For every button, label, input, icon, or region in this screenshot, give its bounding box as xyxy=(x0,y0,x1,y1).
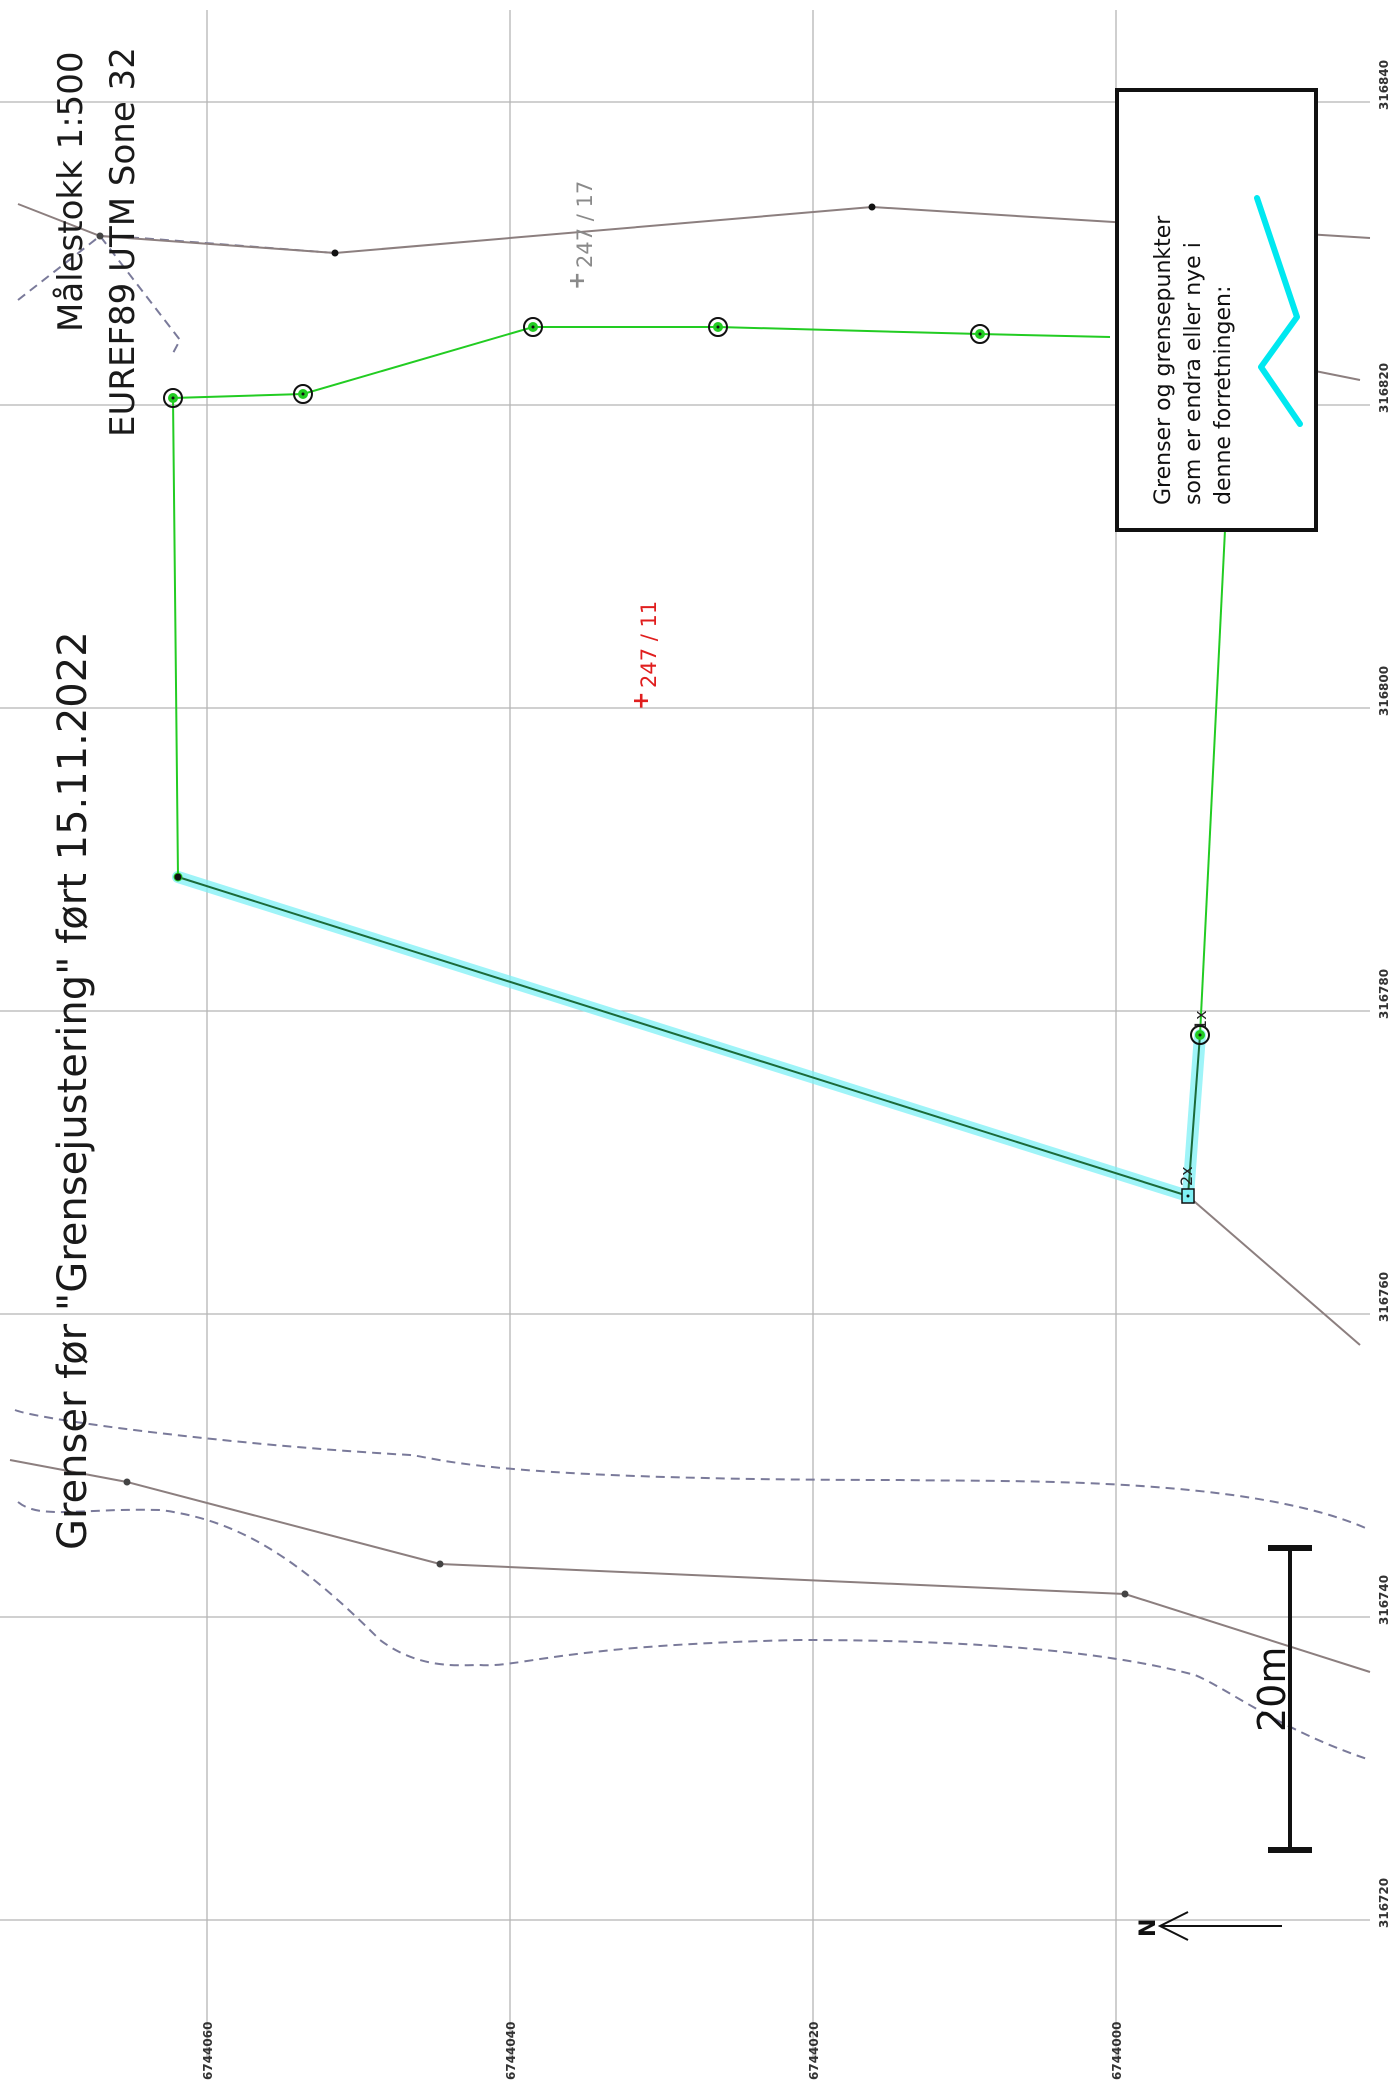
northing-label: 6744000 xyxy=(1110,2022,1124,2080)
boundary-point-1x[interactable] xyxy=(1190,1025,1210,1045)
northing-label: 6744040 xyxy=(504,2022,518,2080)
road-edge-left xyxy=(14,1409,1371,1531)
boundary-point-2x[interactable] xyxy=(1181,1188,1195,1204)
existing-point-dot[interactable] xyxy=(1121,1590,1129,1598)
grid-labels: 316840 316820 316800 316780 316760 31674… xyxy=(201,60,1391,2080)
crs-text: EUREF89 UTM Sone 32 xyxy=(103,47,143,437)
boundary-point-dot[interactable] xyxy=(173,872,183,882)
easting-label: 316720 xyxy=(1377,1878,1391,1928)
legend-line-1: Grenser og grensepunkter xyxy=(1151,215,1176,505)
parcel-number: 247 / 11 xyxy=(637,601,661,688)
existing-boundary-diag xyxy=(1187,1195,1361,1346)
legend-box xyxy=(1115,88,1318,532)
boundary-dashed-1 xyxy=(17,234,182,356)
scale-bar xyxy=(1268,1545,1312,1853)
boundary-point-marker[interactable] xyxy=(523,317,543,337)
easting-label: 316760 xyxy=(1377,1272,1391,1322)
legend-symbol-icon xyxy=(1254,195,1303,427)
parcel-label-247-11: + 247 / 11 xyxy=(629,601,661,710)
northing-label: 6744060 xyxy=(201,2022,215,2080)
existing-point-dot[interactable] xyxy=(331,249,339,257)
boundary-points xyxy=(96,203,1210,1598)
parcel-number: 247 / 17 xyxy=(573,181,597,268)
existing-boundary-right xyxy=(1309,369,1361,381)
svg-text:+: + xyxy=(629,692,654,710)
svg-text:+: + xyxy=(565,272,590,290)
parcel-label-247-17: + 247 / 17 xyxy=(565,181,597,290)
north-arrow-icon xyxy=(1157,1911,1282,1941)
existing-point-dot[interactable] xyxy=(123,1478,131,1486)
scale-text: Målestokk 1:500 xyxy=(51,51,91,332)
legend-line-3: denne forretningen: xyxy=(1211,286,1236,505)
easting-label: 316740 xyxy=(1377,1575,1391,1625)
boundary-point-marker[interactable] xyxy=(970,324,990,344)
northing-label: 6744020 xyxy=(807,2022,821,2080)
easting-label: 316800 xyxy=(1377,666,1391,716)
legend-line-2: som er endra eller nye i xyxy=(1181,242,1206,505)
boundary-point-marker[interactable] xyxy=(293,384,313,404)
parcel-boundary-line-east xyxy=(1199,529,1226,1036)
point-label-2x: 2x xyxy=(1177,1166,1196,1186)
easting-label: 316780 xyxy=(1377,969,1391,1019)
north-label: N xyxy=(1136,1919,1161,1937)
boundary-point-marker[interactable] xyxy=(163,388,183,408)
scale-bar-label: 20m xyxy=(1250,1647,1294,1732)
easting-label: 316820 xyxy=(1377,363,1391,413)
point-label-1x: 1x xyxy=(1191,1010,1210,1030)
road-edge-right xyxy=(17,1501,1371,1761)
existing-point-dot[interactable] xyxy=(436,1560,444,1568)
existing-point-dot[interactable] xyxy=(96,232,104,240)
easting-label: 316840 xyxy=(1377,60,1391,110)
map-title: Grenser før "Grensejustering" ført 15.11… xyxy=(50,631,96,1550)
legend: Grenser og grensepunkter som er endra el… xyxy=(1115,88,1318,532)
existing-boundary-road xyxy=(9,1459,1371,1673)
boundary-point-marker[interactable] xyxy=(708,317,728,337)
existing-point-dot[interactable] xyxy=(868,203,876,211)
